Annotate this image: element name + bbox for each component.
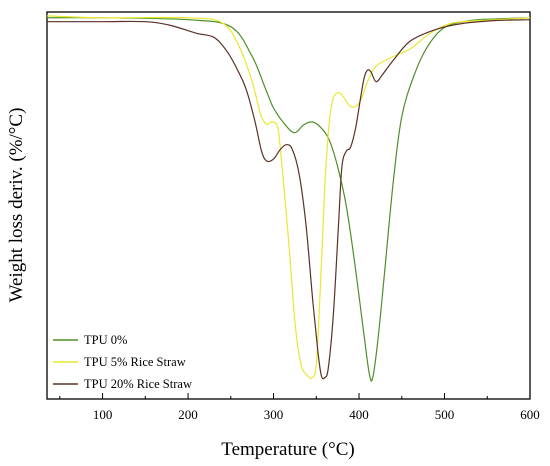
x-tick-label: 400 xyxy=(349,407,369,422)
legend: TPU 0% TPU 5% Rice Straw TPU 20% Rice Stra… xyxy=(53,333,192,391)
x-tick-label: 600 xyxy=(520,407,540,422)
series-line-3 xyxy=(47,19,531,380)
series-line-1 xyxy=(46,17,531,382)
x-tick-label: 300 xyxy=(264,407,284,422)
x-tick-label: 500 xyxy=(435,407,455,422)
legend-label-2: TPU 5% Rice Straw xyxy=(84,355,186,369)
y-axis-title: Weight loss deriv. (%/°C) xyxy=(6,108,27,303)
x-ticks: 100 200 300 400 500 600 xyxy=(59,393,540,422)
x-tick-label: 100 xyxy=(93,407,113,422)
plot-frame xyxy=(46,11,531,400)
x-axis-title: Temperature (°C) xyxy=(221,439,354,460)
legend-label-1: TPU 0% xyxy=(84,333,127,347)
series-layer xyxy=(46,15,531,382)
series-line-2 xyxy=(46,15,531,380)
x-tick-label: 200 xyxy=(178,407,198,422)
legend-label-3: TPU 20% Rice Straw xyxy=(84,377,192,391)
